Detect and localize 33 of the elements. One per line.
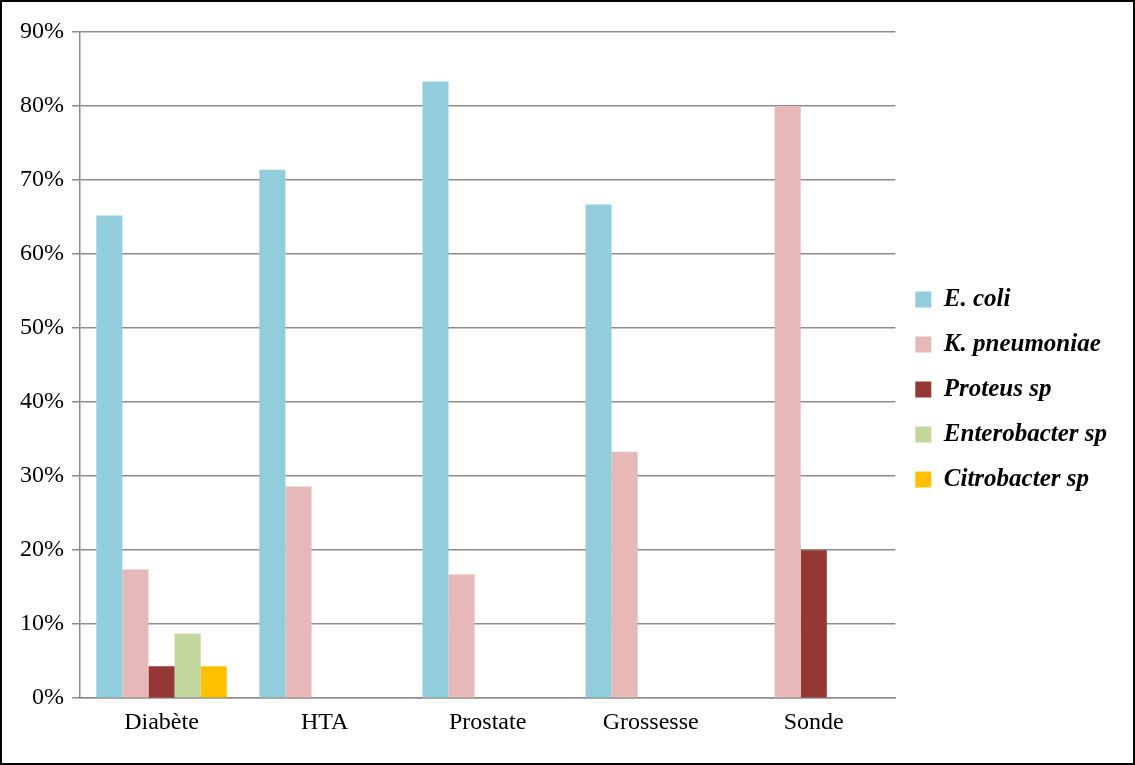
y-tick-label: 70% <box>19 165 64 192</box>
y-tick-label: 90% <box>19 17 64 44</box>
bar <box>285 486 312 698</box>
legend-label: Proteus sp <box>942 373 1052 401</box>
x-tick-label: Diabète <box>124 707 199 734</box>
legend-label: E. coli <box>942 283 1011 311</box>
bar <box>259 169 286 698</box>
y-tick-label: 80% <box>19 91 64 118</box>
legend-label: Enterobacter sp <box>942 418 1108 446</box>
x-tick-label: Grossesse <box>602 707 699 734</box>
bar <box>611 451 638 698</box>
bar <box>174 633 201 698</box>
y-tick-label: 40% <box>19 387 64 414</box>
y-tick-label: 50% <box>19 313 64 340</box>
x-tick-label: Sonde <box>783 707 844 734</box>
y-tick-label: 60% <box>19 239 64 266</box>
bar <box>422 81 449 698</box>
x-tick-label: Prostate <box>448 707 527 734</box>
bar <box>585 204 612 698</box>
y-tick-label: 10% <box>19 609 64 636</box>
bar <box>96 215 123 698</box>
y-tick-label: 20% <box>19 535 64 562</box>
bar <box>448 574 475 698</box>
x-tick-label: HTA <box>300 707 349 734</box>
bar <box>122 569 149 698</box>
legend-label: K. pneumoniae <box>942 328 1101 356</box>
bar <box>774 106 801 698</box>
y-tick-label: 30% <box>19 461 64 488</box>
legend-label: Citrobacter sp <box>943 463 1089 491</box>
bar <box>800 550 827 698</box>
y-tick-label: 0% <box>31 683 64 710</box>
bar <box>148 666 175 698</box>
bar <box>200 666 227 698</box>
